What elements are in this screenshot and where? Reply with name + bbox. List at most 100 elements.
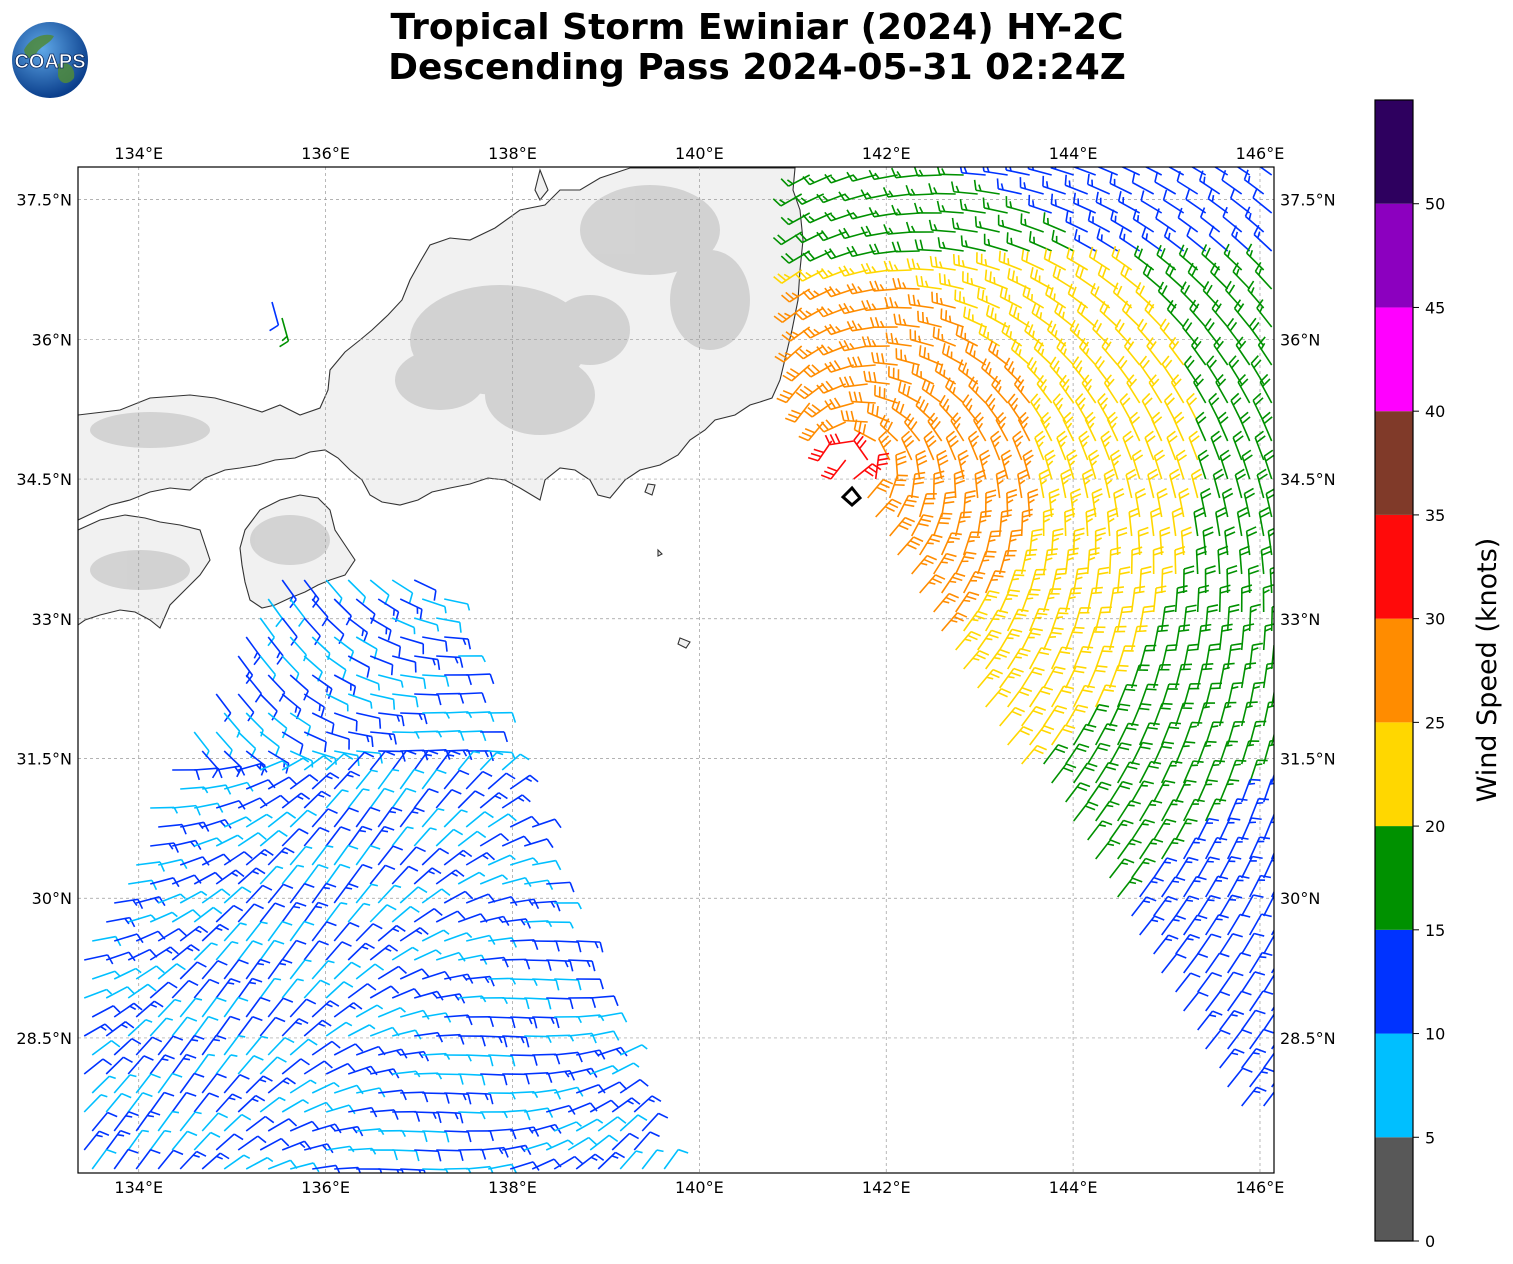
wind-barb: [289, 845, 313, 866]
wind-barb: [1072, 684, 1096, 708]
wind-barb: [1205, 1029, 1231, 1050]
wind-barb: [1120, 167, 1141, 176]
wind-barb: [443, 890, 474, 904]
wind-barb: [891, 397, 913, 423]
wind-barb: [1116, 683, 1138, 708]
wind-barb: [1064, 626, 1085, 651]
wind-barb: [1262, 584, 1274, 613]
wind-barb: [289, 674, 309, 701]
wind-barb: [1109, 819, 1134, 841]
wind-barb: [1116, 526, 1128, 556]
wind-barb: [532, 1016, 560, 1029]
wind-barb: [237, 832, 267, 847]
wind-barb: [882, 187, 912, 198]
wind-barb: [245, 750, 266, 776]
wind-barb: [1112, 282, 1133, 309]
wind-barb: [1147, 468, 1159, 499]
wind-barb: [193, 837, 223, 847]
wind-barb: [1072, 527, 1085, 556]
wind-barb: [391, 905, 420, 923]
wind-barb: [421, 847, 450, 866]
wind-barb: [179, 1072, 205, 1094]
wind-barb: [1244, 206, 1265, 233]
wind-barb: [941, 612, 968, 632]
wind-barb: [399, 1009, 430, 1020]
wind-barb: [1254, 261, 1273, 290]
wind-barb: [1051, 763, 1077, 784]
chart-title: Tropical Storm Ewiniar (2024) HY-2C Desc…: [257, 8, 1257, 88]
wind-barb: [1154, 171, 1177, 195]
wind-barb: [951, 217, 978, 233]
wind-barb: [619, 1114, 648, 1132]
colorbar-tick-label: 35: [1425, 506, 1445, 525]
wind-barb: [435, 788, 462, 809]
wind-barb: [267, 811, 297, 828]
axis-ticks: 134°E 134°E 136°E 136°E 138°E 138°E 140°E 140°E…: [16, 144, 1335, 1197]
wind-barb: [1034, 430, 1046, 461]
wind-barb: [171, 1053, 197, 1075]
wind-barb: [1183, 914, 1208, 936]
wind-barb: [1204, 836, 1228, 860]
wind-barb: [1227, 990, 1252, 1012]
wind-barb: [1241, 449, 1253, 480]
wind-barb: [1207, 188, 1229, 214]
wind-barb: [114, 898, 144, 910]
wind-barb: [135, 1073, 161, 1094]
wind-barb: [303, 1060, 333, 1075]
wind-barb: [861, 299, 890, 312]
wind-barb: [150, 842, 179, 853]
wind-barb: [303, 1019, 332, 1037]
wind-barb: [934, 360, 957, 385]
wind-barb: [1155, 208, 1177, 233]
wind-barb: [1218, 778, 1240, 803]
wind-barb: [279, 317, 290, 348]
wind-barb: [1064, 665, 1087, 689]
wind-barb: [1196, 623, 1212, 651]
wind-barb: [1130, 703, 1152, 727]
wind-barb: [1042, 666, 1066, 689]
wind-barb: [1240, 662, 1257, 689]
wind-barb: [501, 835, 532, 847]
wind-barb: [289, 1120, 320, 1132]
wind-barb: [824, 433, 854, 446]
wind-barb: [1060, 468, 1072, 499]
wind-barb: [1064, 507, 1076, 537]
wind-barb: [1160, 721, 1182, 746]
wind-barb: [193, 942, 218, 961]
wind-barb: [237, 867, 266, 885]
wind-barb: [976, 590, 1000, 613]
wind-barb: [458, 1148, 487, 1160]
wind-barb: [347, 655, 371, 678]
colorbar-bin: [1375, 411, 1413, 515]
wind-barb: [399, 636, 425, 655]
wind-barb: [281, 655, 300, 681]
wind-barb: [325, 863, 351, 885]
wind-barb: [223, 1074, 250, 1094]
title-line-1: Tropical Storm Ewiniar (2024) HY-2C: [390, 7, 1124, 48]
wind-barb: [413, 949, 442, 961]
wind-barb: [663, 1148, 689, 1170]
wind-barb: [289, 1079, 317, 1094]
wind-barb: [1084, 411, 1097, 442]
wind-barb: [392, 1110, 421, 1122]
wind-barb: [135, 965, 165, 980]
wind-barb: [466, 1016, 495, 1028]
wind-barb: [487, 813, 517, 828]
wind-barb: [465, 811, 494, 828]
wind-barb: [611, 1062, 640, 1075]
wind-barb: [392, 1149, 420, 1162]
wind-barb: [311, 674, 333, 699]
lat-tick-label-left: 30°N: [32, 889, 72, 908]
wind-barb: [1222, 206, 1243, 233]
wind-barb: [303, 1101, 334, 1113]
wind-barb: [1022, 285, 1045, 309]
wind-barb: [1219, 1048, 1245, 1069]
wind-barb: [546, 959, 574, 972]
colorbar-tick-label: 15: [1425, 921, 1445, 940]
wind-barb: [466, 750, 494, 762]
wind-barb: [414, 1031, 444, 1043]
wind-barb: [457, 871, 486, 885]
wind-barb: [1196, 584, 1210, 613]
wind-barb: [1116, 722, 1139, 746]
wind-barb: [960, 235, 986, 252]
